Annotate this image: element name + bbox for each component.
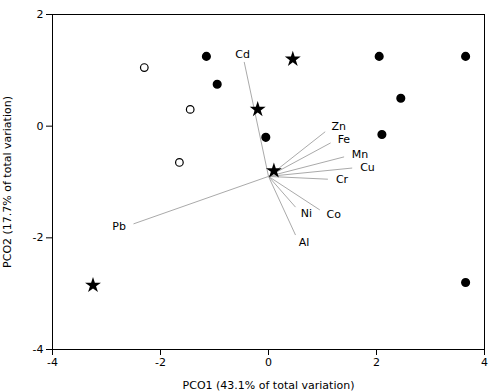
- svg-text:Pb: Pb: [112, 220, 126, 233]
- svg-text:Fe: Fe: [338, 133, 351, 146]
- svg-text:0: 0: [265, 356, 272, 369]
- svg-text:Cu: Cu: [360, 161, 375, 174]
- svg-text:4: 4: [481, 356, 488, 369]
- svg-text:Ni: Ni: [301, 207, 312, 220]
- svg-text:-4: -4: [47, 356, 58, 369]
- svg-text:2: 2: [37, 8, 44, 21]
- svg-text:0: 0: [37, 120, 44, 133]
- svg-text:Cd: Cd: [235, 48, 250, 61]
- svg-text:Mn: Mn: [352, 148, 368, 161]
- svg-text:Co: Co: [326, 208, 341, 221]
- svg-text:PCO2 (17.7% of total variation: PCO2 (17.7% of total variation): [1, 96, 14, 268]
- svg-text:-2: -2: [155, 356, 166, 369]
- svg-text:Zn: Zn: [331, 120, 346, 133]
- svg-text:-2: -2: [33, 231, 44, 244]
- svg-text:-4: -4: [33, 343, 44, 356]
- svg-text:Al: Al: [299, 236, 310, 249]
- svg-text:2: 2: [373, 356, 380, 369]
- svg-text:Cr: Cr: [336, 173, 349, 186]
- svg-text:PCO1 (43.1% of total variation: PCO1 (43.1% of total variation): [183, 379, 355, 391]
